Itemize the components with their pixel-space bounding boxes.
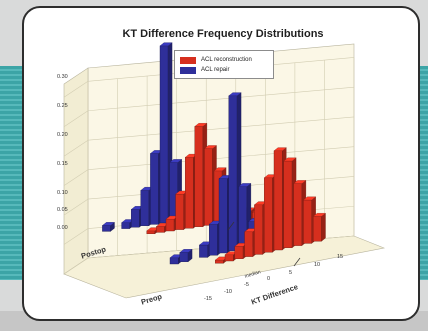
- x-tick-label: -5: [244, 282, 249, 288]
- bar: [208, 223, 218, 256]
- bar-top: [101, 222, 115, 226]
- chart-card: KT Difference Frequency Distributions AC…: [22, 6, 420, 321]
- bar: [303, 199, 312, 244]
- legend-swatch-reconstruction: [180, 56, 196, 64]
- bar-top: [213, 167, 227, 172]
- bar: [146, 230, 156, 235]
- legend-label-reconstruction: ACL reconstruction: [201, 57, 252, 63]
- bar: [121, 222, 130, 229]
- bar: [169, 257, 179, 265]
- y-tick-label: 0.05: [57, 207, 68, 213]
- bar-top: [312, 213, 326, 217]
- bar: [224, 254, 234, 262]
- legend-entry-repair: ACL repair: [180, 65, 273, 75]
- gridline-side: [63, 257, 89, 275]
- bar: [283, 160, 293, 249]
- x-tick-label: 5: [289, 270, 293, 276]
- gridline-side: [63, 228, 89, 245]
- x-tick-label: 0: [267, 276, 271, 282]
- bar-top: [159, 42, 173, 47]
- y-tick-label: 0.10: [57, 190, 68, 196]
- legend-entry-reconstruction: ACL reconstruction: [180, 55, 273, 65]
- chart-legend: ACL reconstruction ACL repair: [174, 50, 274, 79]
- x-tick-label: -10: [224, 289, 232, 295]
- bar: [293, 183, 303, 246]
- bar: [165, 218, 175, 232]
- bar: [150, 153, 159, 225]
- bar: [184, 157, 194, 229]
- bar: [263, 177, 273, 253]
- legend-label-repair: ACL repair: [201, 67, 230, 73]
- bar-top: [203, 145, 217, 149]
- chart-plot: [63, 42, 386, 299]
- gridline-side: [63, 81, 89, 98]
- bar: [204, 148, 213, 226]
- gridline-horizontal: [87, 116, 355, 141]
- side-wall: [63, 67, 89, 275]
- chart-title: KT Difference Frequency Distributions: [122, 28, 324, 40]
- bar-top: [293, 180, 307, 184]
- y-tick-label: 0.15: [57, 161, 68, 167]
- legend-swatch-repair: [180, 66, 196, 74]
- bar-top: [228, 92, 242, 96]
- median-marker-postop: [227, 221, 235, 231]
- bar: [244, 231, 254, 257]
- bar: [194, 126, 204, 227]
- x-tick-label: 15: [337, 254, 344, 260]
- bar: [130, 209, 140, 228]
- gridline-horizontal: [87, 86, 355, 112]
- bar-top: [179, 249, 193, 253]
- bar-top: [169, 159, 183, 163]
- bar: [313, 216, 322, 242]
- bar-side: [321, 212, 326, 242]
- gridline-side: [63, 110, 89, 127]
- bar: [218, 178, 228, 254]
- x-tick-label: 10: [314, 262, 321, 268]
- y-tick-label: 0.30: [57, 74, 68, 80]
- bar-top: [302, 196, 317, 201]
- bar: [199, 244, 208, 258]
- median-marker-preop: [293, 257, 301, 267]
- bar-top: [273, 147, 287, 151]
- y-tick-label: 0.25: [57, 103, 68, 109]
- bar: [179, 252, 189, 263]
- bar: [214, 259, 224, 264]
- bar-top: [194, 123, 208, 127]
- bar-top: [238, 183, 252, 187]
- bar: [159, 45, 169, 224]
- gridline-horizontal: [87, 146, 355, 170]
- bar: [234, 246, 244, 259]
- y-tick-label: 0.00: [57, 225, 68, 231]
- bar: [254, 204, 263, 255]
- bar: [102, 225, 111, 232]
- gridline-side: [63, 169, 89, 186]
- gridline-side: [63, 198, 89, 216]
- x-tick-label: -15: [204, 296, 212, 302]
- bar: [156, 226, 165, 233]
- gridline-side: [63, 139, 89, 157]
- bar-top: [283, 157, 297, 162]
- bar: [140, 190, 150, 226]
- bar: [273, 150, 283, 251]
- bar: [175, 193, 184, 230]
- y-tick-label: 0.20: [57, 132, 68, 138]
